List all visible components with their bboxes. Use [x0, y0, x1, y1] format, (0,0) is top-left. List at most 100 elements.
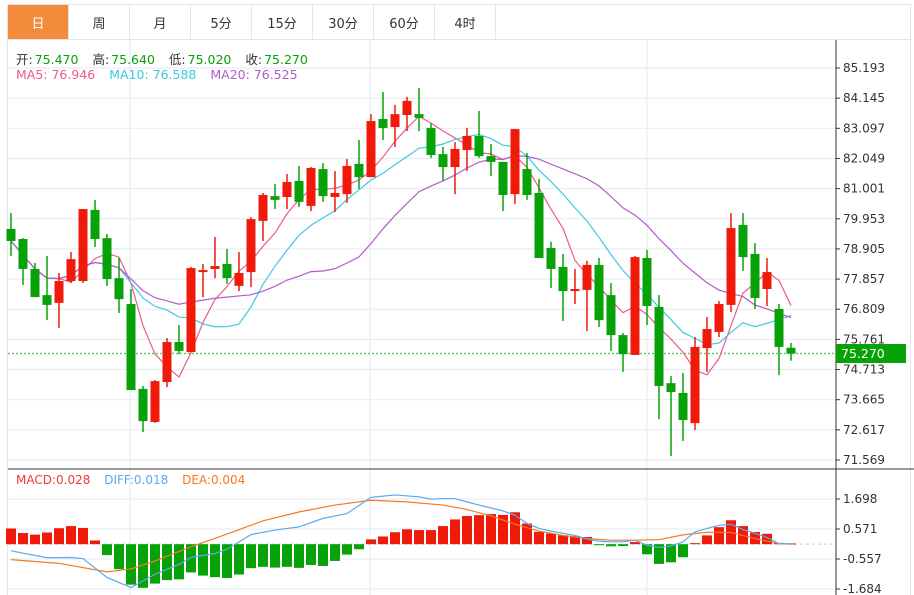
tab-6[interactable]: 60分 — [374, 5, 435, 39]
macd-bar — [474, 515, 484, 545]
ma10-label: MA10: 76.588 — [109, 67, 197, 82]
candle-body — [354, 163, 364, 178]
candle-body — [450, 148, 460, 168]
y-tick-label: 76.809 — [843, 302, 885, 316]
macd-bar — [78, 527, 88, 545]
macd-bar — [426, 530, 436, 545]
macd-bar — [270, 544, 280, 568]
macd-bar — [498, 514, 508, 545]
macd-bar — [138, 544, 148, 588]
candle-body — [126, 304, 136, 391]
macd-bar — [54, 528, 64, 545]
ma-info: MA5: 76.946 MA10: 76.588 MA20: 76.525 — [16, 67, 300, 82]
macd-bar — [330, 544, 340, 561]
candle-body — [426, 127, 436, 155]
macd-bar — [318, 544, 328, 567]
macd-tick-label: -0.557 — [843, 552, 882, 566]
macd-tick-label: 1.698 — [843, 492, 877, 506]
macd-bar — [618, 544, 628, 547]
macd-bar — [594, 544, 604, 546]
candle-body — [558, 266, 568, 292]
macd-bar — [678, 544, 688, 558]
macd-bar — [582, 537, 592, 545]
candle-body — [414, 114, 424, 118]
y-tick-label: 79.953 — [843, 212, 885, 226]
candle-body — [42, 295, 52, 305]
candle-body — [174, 342, 184, 351]
tab-3[interactable]: 5分 — [191, 5, 252, 39]
dea-line — [10, 499, 792, 573]
macd-bar — [234, 544, 244, 575]
candle-body — [606, 295, 616, 336]
tab-0[interactable]: 日 — [8, 5, 69, 39]
macd-bar — [30, 534, 40, 545]
macd-bar — [558, 535, 568, 545]
candle-body — [462, 135, 472, 151]
macd-bar — [306, 544, 316, 565]
y-tick-label: 85.193 — [843, 61, 885, 75]
candle-body — [534, 192, 544, 258]
low-label: 低: — [168, 52, 186, 67]
tab-2[interactable]: 月 — [130, 5, 191, 39]
candle-body — [294, 180, 304, 202]
macd-bar — [126, 544, 136, 585]
candle-body — [114, 278, 124, 300]
ma5-label: MA5: 76.946 — [16, 67, 96, 82]
candle-body — [402, 100, 412, 115]
macd-bar — [714, 527, 724, 545]
candle-body — [270, 196, 280, 200]
macd-bar — [90, 540, 100, 545]
candle-body — [786, 347, 796, 354]
candle-body — [246, 219, 256, 273]
candle-body — [306, 167, 316, 206]
candle-body — [486, 156, 496, 162]
candle-body — [570, 289, 580, 292]
candle-body — [162, 342, 172, 382]
tab-1[interactable]: 周 — [69, 5, 130, 39]
candle-body — [582, 264, 592, 290]
candle-body — [210, 266, 220, 269]
ohlc-info: 开: 75.470 高: 75.640 低: 75.020 收: 75.270 — [16, 49, 318, 68]
period-tabs: 日周月 5分 15分 30分 60分 4时 — [7, 4, 911, 40]
candle-body — [630, 257, 640, 355]
candle-body — [258, 194, 268, 221]
high-label: 高: — [92, 52, 110, 67]
tab-4[interactable]: 15分 — [252, 5, 313, 39]
macd-bar — [198, 544, 208, 576]
tab-5[interactable]: 30分 — [313, 5, 374, 39]
candle-body — [774, 308, 784, 347]
macd-bar — [174, 544, 184, 580]
macd-bar — [6, 528, 16, 545]
macd-tick-label: -1.684 — [843, 582, 882, 595]
macd-bar — [570, 535, 580, 545]
macd-bar — [114, 544, 124, 570]
macd-label: MACD:0.028 — [16, 473, 91, 487]
candle-body — [150, 381, 160, 422]
candle-body — [198, 270, 208, 273]
current-price-tag: 75.270 — [836, 344, 906, 363]
macd-bar — [66, 526, 76, 545]
candle-body — [90, 209, 100, 239]
candle-body — [102, 238, 112, 279]
macd-tick-label: 0.571 — [843, 522, 877, 536]
macd-bar — [102, 544, 112, 556]
candle-body — [726, 228, 736, 305]
close-value: 75.270 — [264, 52, 308, 67]
y-tick-label: 74.713 — [843, 363, 885, 377]
macd-bar — [162, 544, 172, 581]
tab-7[interactable]: 4时 — [435, 5, 496, 39]
y-tick-label: 83.097 — [843, 121, 885, 135]
y-tick-label: 78.905 — [843, 242, 885, 256]
candle-body — [282, 182, 292, 197]
macd-bar — [150, 544, 160, 584]
candle-body — [330, 192, 340, 197]
dea-label: DEA:0.004 — [182, 473, 246, 487]
candle-body — [546, 247, 556, 269]
candle-body — [66, 259, 76, 282]
macd-bar — [210, 544, 220, 578]
candle-body — [6, 228, 16, 242]
macd-bar — [414, 530, 424, 545]
candle-body — [678, 392, 688, 420]
macd-bar — [450, 519, 460, 545]
